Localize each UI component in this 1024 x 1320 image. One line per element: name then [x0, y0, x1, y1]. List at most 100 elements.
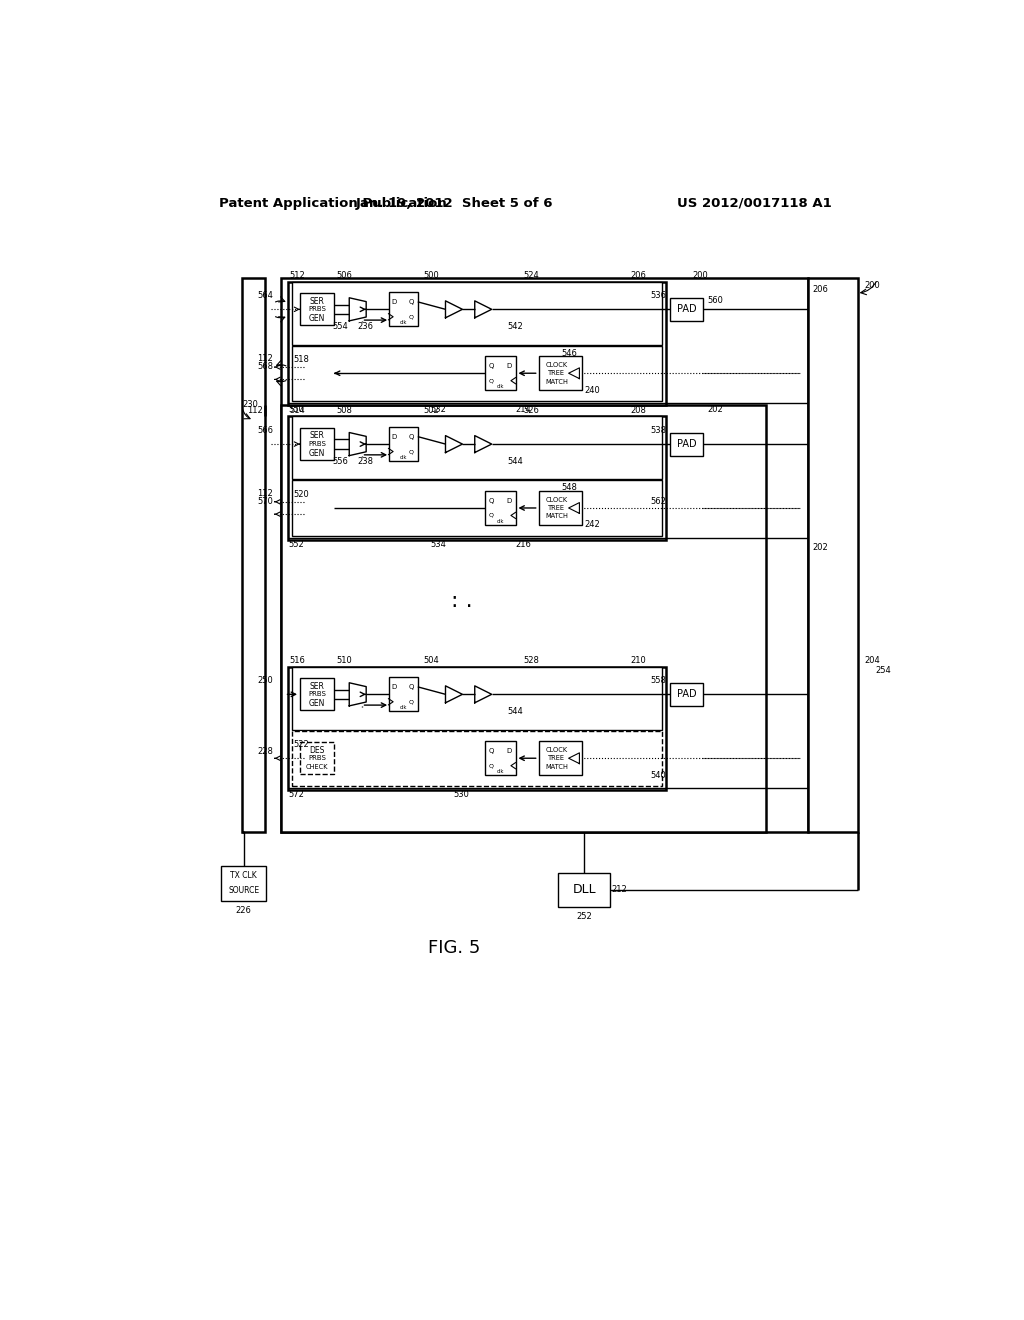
Text: Q̄: Q̄	[410, 700, 414, 705]
Text: 502: 502	[423, 405, 438, 414]
Text: 230: 230	[243, 400, 258, 409]
Text: CLOCK: CLOCK	[546, 362, 568, 368]
Text: GEN: GEN	[308, 314, 325, 323]
Text: 560: 560	[708, 296, 724, 305]
Text: 216: 216	[515, 540, 531, 549]
Text: SER: SER	[309, 681, 325, 690]
Text: 112: 112	[257, 488, 273, 498]
Text: Q: Q	[409, 684, 415, 690]
Text: Q̄: Q̄	[410, 449, 414, 454]
Text: 524: 524	[523, 271, 539, 280]
Polygon shape	[349, 682, 367, 706]
Bar	[539, 356, 582, 391]
Text: 554: 554	[332, 322, 348, 331]
Polygon shape	[568, 368, 580, 379]
Text: Q̄: Q̄	[488, 379, 494, 383]
Polygon shape	[475, 686, 492, 702]
Text: 542: 542	[508, 322, 523, 331]
Text: 540: 540	[650, 771, 666, 780]
Text: GEN: GEN	[308, 449, 325, 458]
Text: 558: 558	[650, 676, 666, 685]
Text: PRBS: PRBS	[308, 692, 326, 697]
Text: 566: 566	[257, 426, 273, 434]
Text: 538: 538	[650, 426, 666, 434]
Text: Q̄: Q̄	[488, 763, 494, 768]
Bar	[388, 428, 418, 461]
Text: PAD: PAD	[677, 440, 696, 449]
Bar	[221, 866, 266, 902]
Bar	[289, 667, 666, 789]
Text: SER: SER	[309, 432, 325, 441]
Text: GEN: GEN	[308, 698, 325, 708]
Bar	[388, 677, 418, 711]
Bar	[388, 293, 418, 326]
Text: TREE: TREE	[548, 370, 565, 376]
Text: 536: 536	[650, 290, 666, 300]
Bar	[292, 416, 662, 479]
Text: D: D	[507, 498, 512, 503]
Bar	[670, 682, 703, 706]
Text: PRBS: PRBS	[308, 306, 326, 313]
Text: 544: 544	[508, 706, 523, 715]
Text: DES: DES	[309, 746, 325, 755]
Text: 548: 548	[561, 483, 578, 492]
Text: SER: SER	[309, 297, 325, 306]
Text: 500: 500	[423, 271, 438, 280]
Text: CHECK: CHECK	[305, 764, 328, 771]
Bar	[300, 293, 334, 326]
Text: 206: 206	[812, 285, 827, 294]
Text: 504: 504	[423, 656, 438, 665]
Polygon shape	[445, 301, 463, 318]
Text: clk: clk	[399, 319, 407, 325]
Text: 240: 240	[585, 385, 600, 395]
Text: 252: 252	[577, 912, 592, 920]
Bar	[281, 405, 766, 832]
Bar	[670, 433, 703, 455]
Text: clk: clk	[497, 519, 504, 524]
Text: 204: 204	[864, 656, 880, 665]
Text: D: D	[507, 363, 512, 368]
Text: D: D	[391, 298, 396, 305]
Polygon shape	[445, 686, 463, 702]
Text: 522: 522	[294, 741, 309, 748]
Text: Q: Q	[488, 363, 494, 368]
Text: 518: 518	[294, 355, 309, 364]
Text: 210: 210	[631, 656, 646, 665]
Text: 250: 250	[257, 676, 273, 685]
Text: 228: 228	[257, 747, 273, 756]
Polygon shape	[475, 301, 492, 318]
Text: 528: 528	[523, 656, 539, 665]
Bar	[292, 480, 662, 536]
Text: 254: 254	[876, 667, 891, 675]
Text: 510: 510	[337, 656, 352, 665]
Text: Q: Q	[409, 298, 415, 305]
Bar	[558, 873, 610, 907]
Bar	[300, 428, 334, 461]
Text: 112: 112	[257, 354, 273, 363]
Text: 112: 112	[248, 407, 263, 416]
Text: TX CLK: TX CLK	[230, 871, 257, 880]
Bar	[292, 346, 662, 401]
Polygon shape	[349, 433, 367, 455]
Text: 242: 242	[585, 520, 600, 529]
Text: Q̄: Q̄	[410, 314, 414, 319]
Text: TREE: TREE	[548, 506, 565, 511]
Bar	[292, 667, 662, 730]
Bar	[484, 491, 515, 525]
Text: 206: 206	[631, 271, 647, 280]
Text: 532: 532	[431, 405, 446, 414]
Text: 238: 238	[357, 457, 374, 466]
Bar	[289, 416, 666, 540]
Text: 530: 530	[454, 789, 470, 799]
Text: MATCH: MATCH	[546, 513, 568, 520]
Text: 570: 570	[257, 496, 273, 506]
Text: Q̄: Q̄	[488, 513, 494, 517]
Text: 544: 544	[508, 457, 523, 466]
Bar	[484, 742, 515, 775]
Text: Patent Application Publication: Patent Application Publication	[219, 197, 446, 210]
Polygon shape	[445, 436, 463, 453]
Text: 564: 564	[257, 290, 273, 300]
Text: 214: 214	[515, 405, 531, 414]
Bar	[300, 678, 334, 710]
Polygon shape	[568, 503, 580, 513]
